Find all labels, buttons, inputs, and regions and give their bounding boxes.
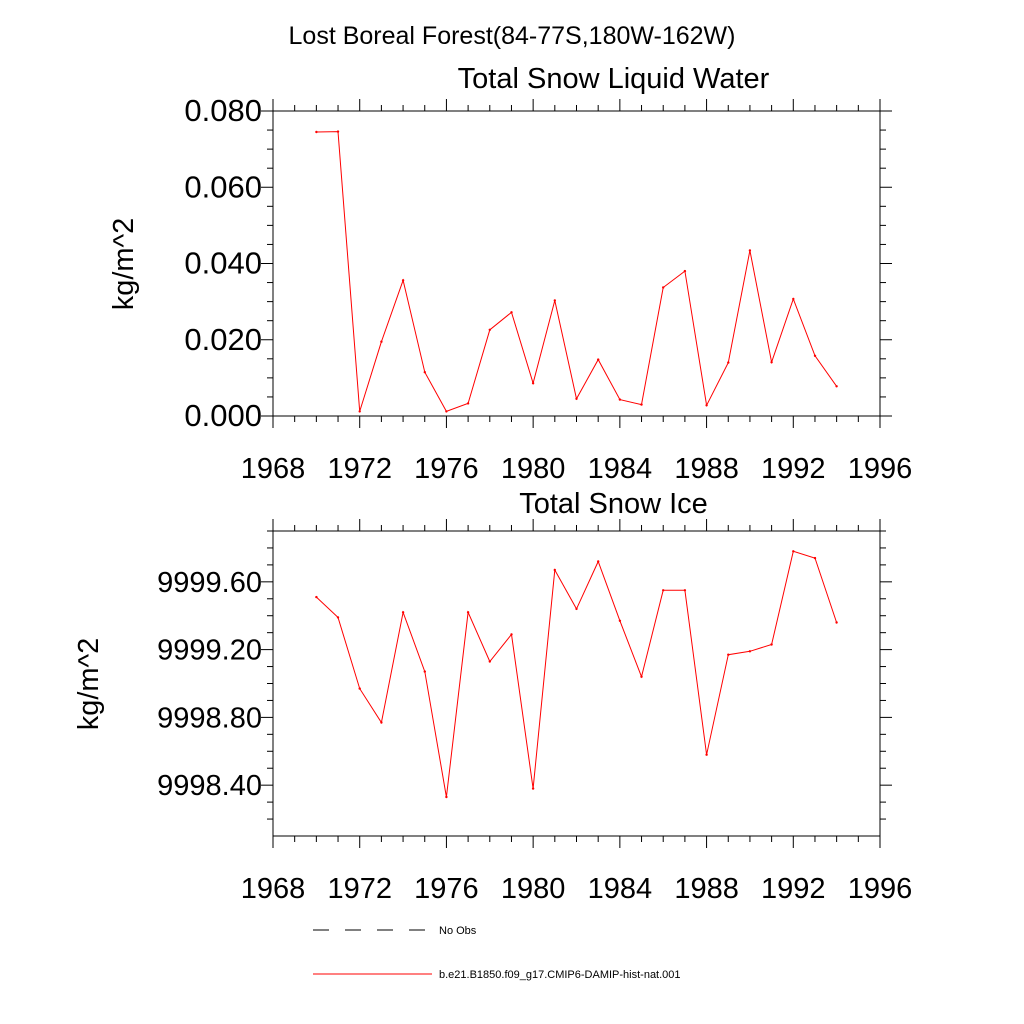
data-point [380, 721, 383, 724]
data-point [531, 787, 535, 790]
data-point [662, 286, 665, 289]
x-tick-label: 1972 [327, 453, 392, 485]
data-point [336, 616, 340, 619]
data-point [423, 371, 426, 374]
y-axis-label: kg/m^2 [73, 638, 105, 731]
data-point [597, 560, 600, 563]
data-point [792, 550, 795, 553]
data-point [488, 660, 491, 663]
x-tick-label: 1988 [674, 873, 739, 905]
y-tick-label: 0.000 [184, 398, 262, 433]
data-point [510, 311, 513, 314]
chart-title: Total Snow Ice [519, 488, 708, 520]
data-point [401, 611, 405, 614]
data-point [683, 269, 687, 273]
figure-title: Lost Boreal Forest(84-77S,180W-162W) [289, 22, 736, 50]
data-point [618, 398, 622, 401]
data-point [466, 402, 470, 405]
x-tick-label: 1992 [761, 453, 826, 485]
data-point [662, 589, 665, 592]
data-point [531, 382, 535, 385]
data-point [835, 621, 838, 624]
data-point [727, 361, 730, 364]
x-tick-label: 1984 [588, 873, 653, 905]
data-point [380, 340, 383, 343]
legend-label-no-obs: No Obs [439, 925, 477, 937]
plot-frame [272, 110, 881, 417]
data-point [640, 403, 643, 406]
panel-snow-ice: Total Snow Ice kg/m^2 1968 1972 1976 1980 1984… [73, 488, 912, 905]
y-tick-label: 0.040 [184, 246, 262, 281]
data-point [770, 643, 773, 646]
series-line-0 [316, 131, 838, 413]
data-point [315, 595, 318, 599]
y-tick-label: 0.080 [184, 93, 262, 128]
data-point [336, 130, 340, 133]
series-line-0 [316, 550, 838, 798]
data-point [705, 753, 708, 756]
data-point [358, 410, 361, 413]
x-tick-label: 1984 [588, 453, 653, 485]
data-point [423, 670, 426, 673]
legend-label-model: b.e21.B1850.f09_g17.CMIP6-DAMIP-hist-nat… [439, 969, 681, 981]
data-point [445, 410, 448, 413]
plot-frame [272, 530, 881, 837]
x-tick-label: 1972 [327, 873, 392, 905]
x-tick-label: 1992 [761, 873, 826, 905]
x-tick-label: 1996 [848, 453, 913, 485]
data-point [401, 279, 405, 282]
data-point [705, 404, 708, 407]
x-tick-label: 1968 [241, 453, 306, 485]
y-tick-label: 9999.20 [157, 635, 262, 667]
x-tick-label: 1980 [501, 873, 566, 905]
data-point [315, 130, 318, 134]
data-point [640, 675, 643, 678]
data-point [748, 249, 752, 252]
x-tick-label: 1976 [414, 453, 479, 485]
data-point [792, 297, 795, 301]
data-point [727, 653, 730, 656]
legend: No Obs b.e21.B1850.f09_g17.CMIP6-DAMIP-h… [313, 925, 681, 981]
data-point [553, 568, 556, 572]
y-tick-label: 9999.60 [157, 567, 262, 599]
data-point [683, 589, 687, 592]
data-point [488, 328, 491, 331]
data-point [575, 397, 578, 400]
data-point [813, 556, 817, 560]
x-tick-label: 1980 [501, 453, 566, 485]
data-point [358, 687, 361, 690]
data-point [597, 358, 600, 361]
x-tick-label: 1988 [674, 453, 739, 485]
data-point [575, 607, 578, 611]
panel-snow-liquid-water: Total Snow Liquid Water kg/m^2 1968 1972 197… [108, 63, 912, 485]
x-tick-label: 1996 [848, 873, 913, 905]
y-tick-label: 0.060 [184, 169, 262, 204]
data-point [813, 354, 817, 357]
x-tick-label: 1976 [414, 873, 479, 905]
data-point [770, 361, 773, 364]
x-tick-label: 1968 [241, 873, 306, 905]
data-point [510, 633, 513, 636]
chart-title: Total Snow Liquid Water [458, 63, 770, 95]
data-point [553, 299, 556, 302]
y-axis-label: kg/m^2 [108, 218, 140, 311]
data-point [618, 619, 622, 622]
data-point [748, 650, 752, 653]
y-tick-label: 9998.40 [157, 770, 262, 802]
data-point [445, 795, 448, 799]
data-point [466, 611, 470, 614]
data-point [835, 385, 838, 388]
y-tick-label: 0.020 [184, 322, 262, 357]
y-tick-label: 9998.80 [157, 702, 262, 734]
